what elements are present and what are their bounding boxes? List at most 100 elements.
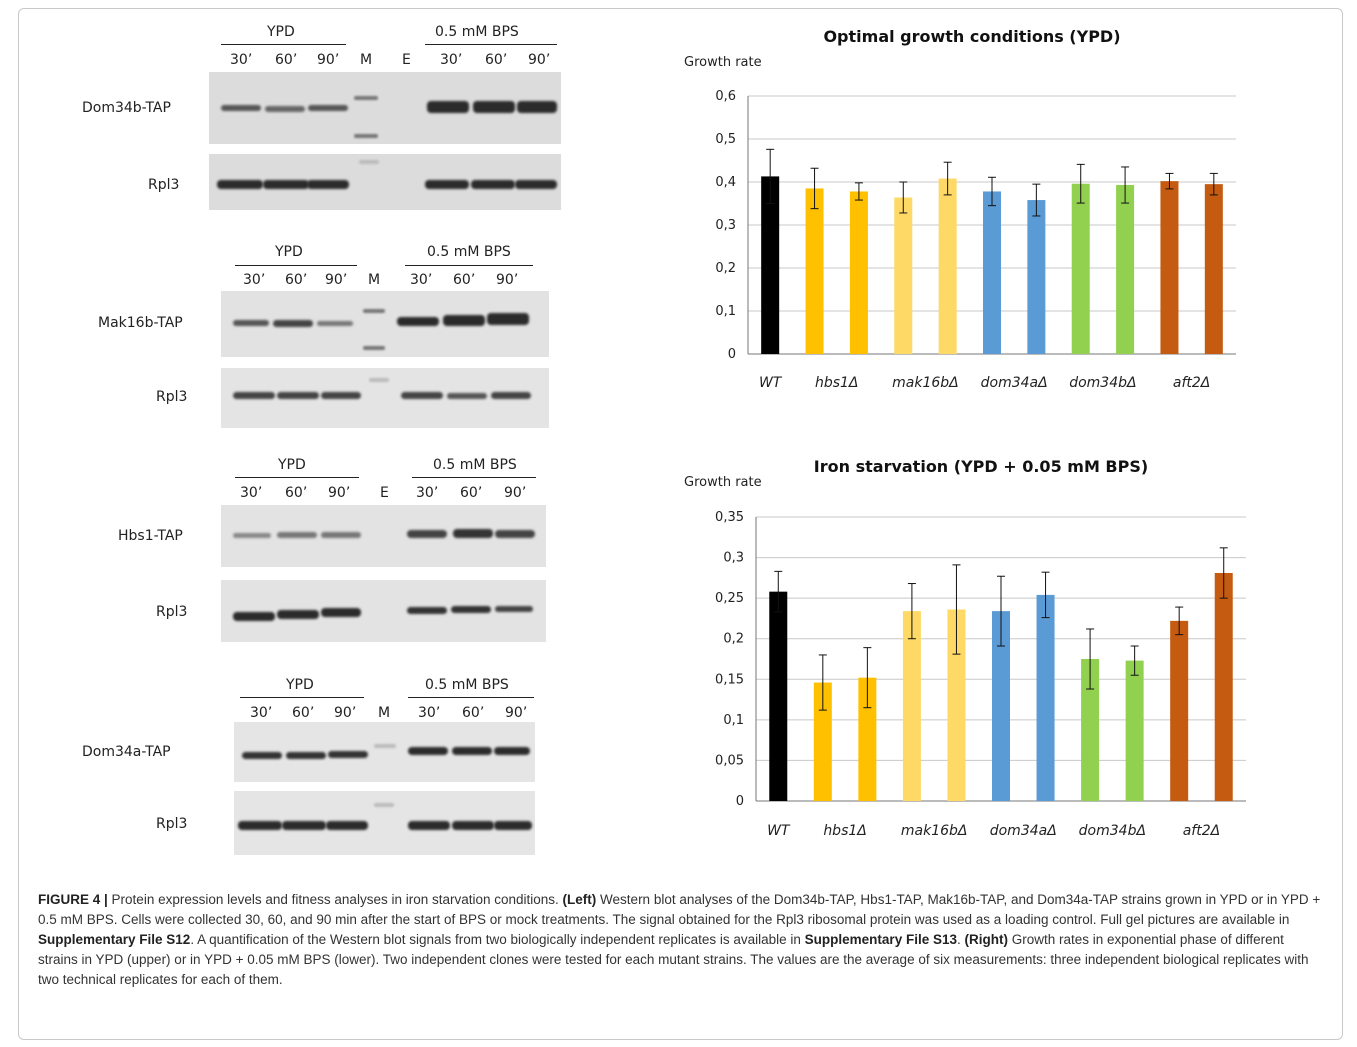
x-category-label: aft2Δ	[1183, 823, 1220, 839]
time-label: 30’	[418, 705, 441, 721]
y-tick-label: 0,3	[723, 551, 744, 566]
gel-image	[221, 580, 546, 642]
time-label: 90’	[504, 485, 527, 501]
growth-chart-ypd: Optimal growth conditions (YPD) Growth ra…	[684, 27, 1236, 391]
header-bps-line	[412, 477, 536, 478]
y-tick-label: 0,6	[715, 89, 736, 104]
time-label: 90’	[317, 52, 340, 68]
time-label: 30’	[250, 705, 273, 721]
y-tick-label: 0,3	[715, 218, 736, 233]
header-ypd-line	[221, 44, 346, 45]
time-label: 60’	[285, 272, 308, 288]
x-category-label: mak16bΔ	[892, 375, 959, 391]
chart-title: Optimal growth conditions (YPD)	[823, 27, 1120, 46]
time-label: 90’	[505, 705, 528, 721]
figure-frame	[18, 8, 1343, 1040]
header-bps-line	[408, 697, 534, 698]
y-tick-label: 0,15	[715, 672, 744, 687]
supplementary-link-s12[interactable]: Supplementary File S12	[38, 932, 191, 947]
bar	[761, 176, 780, 354]
gel-image	[221, 368, 549, 428]
caption-text: Western blot analyses of the Dom34b-TAP,…	[38, 892, 1321, 927]
x-category-label: hbs1Δ	[815, 375, 859, 391]
bar	[849, 191, 868, 354]
header-bps: 0.5 mM BPS	[427, 244, 511, 260]
caption-text: .	[956, 932, 965, 947]
time-label: 60’	[275, 52, 298, 68]
y-tick-label: 0,1	[723, 713, 744, 728]
growth-chart-iron-starvation: Iron starvation (YPD + 0.05 mM BPS) Growt…	[684, 457, 1246, 839]
y-tick-label: 0,2	[715, 261, 736, 276]
caption-text: Growth rates in exponential phase of dif…	[38, 932, 1309, 987]
time-label: 60’	[462, 705, 485, 721]
caption-right-label: (Right)	[964, 932, 1008, 947]
y-axis-label: Growth rate	[684, 55, 762, 70]
caption-text: Protein expression levels and fitness an…	[107, 892, 563, 907]
y-tick-label: 0,25	[715, 591, 744, 606]
bar	[813, 682, 832, 801]
time-label: 90’	[328, 485, 351, 501]
bar	[1027, 200, 1046, 354]
time-label: 90’	[528, 52, 551, 68]
marker-label: M	[360, 52, 373, 68]
bar	[1214, 572, 1233, 801]
x-category-label: dom34aΔ	[990, 823, 1057, 839]
x-category-label: WT	[759, 375, 783, 391]
header-ypd-line	[240, 697, 364, 698]
x-category-label: dom34aΔ	[981, 375, 1048, 391]
time-label: 30’	[416, 485, 439, 501]
header-ypd: YPD	[286, 677, 314, 693]
marker-label: E	[380, 485, 389, 501]
time-label: 60’	[453, 272, 476, 288]
header-ypd-line	[235, 477, 359, 478]
time-label: 60’	[285, 485, 308, 501]
caption-left-label: (Left)	[562, 892, 597, 907]
protein-label: Mak16b-TAP	[98, 315, 183, 331]
figure-label: FIGURE 4 |	[38, 892, 108, 907]
y-tick-label: 0,4	[715, 175, 736, 190]
y-tick-label: 0,35	[715, 510, 744, 525]
marker-label: E	[402, 52, 411, 68]
loading-control-label: Rpl3	[148, 177, 180, 193]
header-ypd-line	[235, 265, 357, 266]
bar	[1204, 184, 1223, 354]
bar	[1081, 659, 1100, 801]
loading-control-label: Rpl3	[156, 604, 188, 620]
time-label: 30’	[243, 272, 266, 288]
y-tick-label: 0,5	[715, 132, 736, 147]
header-bps: 0.5 mM BPS	[433, 457, 517, 473]
loading-control-label: Rpl3	[156, 816, 188, 832]
y-tick-label: 0	[736, 794, 744, 809]
bar	[894, 197, 913, 354]
header-bps-line	[425, 44, 557, 45]
header-ypd: YPD	[275, 244, 303, 260]
protein-label: Dom34b-TAP	[82, 100, 171, 116]
figure-caption: FIGURE 4 | Protein expression levels and…	[38, 890, 1323, 990]
chart-title: Iron starvation (YPD + 0.05 mM BPS)	[814, 457, 1148, 476]
protein-label: Dom34a-TAP	[82, 744, 171, 760]
supplementary-link-s13[interactable]: Supplementary File S13	[804, 932, 957, 947]
time-label: 60’	[485, 52, 508, 68]
gel-image	[209, 72, 561, 144]
x-category-label: aft2Δ	[1173, 375, 1210, 391]
x-category-label: WT	[767, 823, 791, 839]
time-label: 30’	[230, 52, 253, 68]
y-tick-label: 0,05	[715, 753, 744, 768]
gel-image	[221, 505, 546, 567]
time-label: 30’	[410, 272, 433, 288]
time-label: 90’	[496, 272, 519, 288]
y-tick-label: 0	[728, 347, 736, 362]
time-label: 60’	[292, 705, 315, 721]
header-bps: 0.5 mM BPS	[435, 24, 519, 40]
bar	[1160, 181, 1179, 354]
bar	[938, 178, 957, 354]
time-label: 60’	[460, 485, 483, 501]
time-label: 30’	[440, 52, 463, 68]
x-category-label: dom34bΔ	[1079, 823, 1146, 839]
gel-image	[221, 291, 549, 357]
time-label: 90’	[334, 705, 357, 721]
header-bps-line	[405, 265, 533, 266]
x-category-label: mak16bΔ	[901, 823, 968, 839]
y-tick-label: 0,1	[715, 304, 736, 319]
bar	[1116, 185, 1135, 354]
